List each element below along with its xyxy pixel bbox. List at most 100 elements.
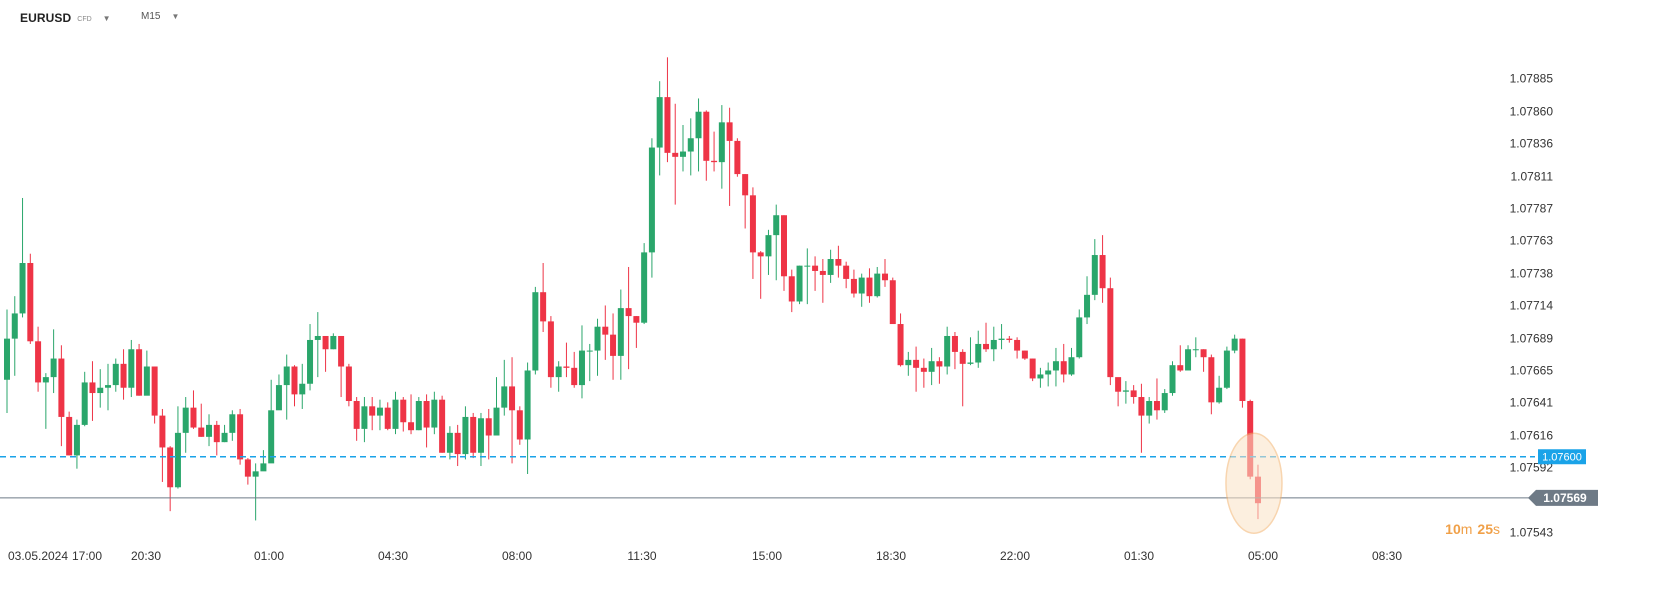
candle [167,446,174,512]
candle [307,324,314,391]
candle [633,316,640,348]
candle-body [314,335,321,340]
candle [159,408,166,482]
candle [27,253,34,344]
x-tick-label: 05:00 [1248,549,1278,563]
candle-body [151,366,158,416]
candle-body [89,382,96,394]
candle-body [392,399,399,429]
candle [19,197,26,318]
x-tick-label: 08:00 [502,549,532,563]
candle-body [889,280,896,325]
candle [1153,378,1160,420]
symbol-name: EURUSD [20,11,72,25]
candle-body [1185,349,1192,371]
candle [439,395,446,453]
x-tick-label: 01:30 [1124,549,1154,563]
candle-body [330,335,337,350]
candle-body [509,386,516,411]
y-tick-label: 1.07714 [1510,298,1554,312]
candle [959,349,966,407]
y-tick-label: 1.07689 [1510,332,1554,346]
candle-body [998,338,1005,340]
candle [400,397,407,432]
candle-body [788,276,795,302]
candle-body [198,427,205,437]
candle-body [322,335,329,350]
candle [1177,345,1184,372]
x-tick-label: 18:30 [876,549,906,563]
candle-body [594,326,601,351]
countdown-second-unit: s [1493,521,1500,537]
candle [97,369,104,408]
candle [928,347,935,386]
candle-body [672,152,679,157]
candle-body [4,338,10,380]
candle-body [1099,255,1106,289]
candle-body [804,265,811,267]
candle [773,204,780,281]
candle [625,266,632,370]
candle [796,265,803,305]
candle [1169,361,1176,396]
x-tick-label: 01:00 [254,549,284,563]
candle-countdown: 10m 25s [1445,521,1500,537]
candle-body [796,265,803,302]
candle-body [81,382,88,425]
candle-body [695,111,702,139]
candle-body [338,335,345,367]
candle [89,361,96,421]
candle-body [159,415,166,448]
candle-body [128,349,135,388]
candle [105,363,112,411]
candle [1231,334,1238,354]
candle [1122,381,1129,404]
candle-body [73,424,80,456]
x-axis[interactable]: 03.05.2024 17:00 20:30 01:00 04:30 08:00 11:30… [8,549,1402,563]
level-price-badge[interactable]: 1.07600 [1538,449,1586,465]
candle [1021,350,1028,360]
candle [229,410,236,441]
candle-body [1084,294,1091,318]
x-tick-label: 04:30 [378,549,408,563]
symbol-type: CFD [77,15,92,23]
y-axis[interactable]: 1.07885 1.07860 1.07836 1.07811 1.07787 1.077… [1510,72,1554,540]
candle [951,332,958,370]
candle [392,391,399,435]
candle [641,243,648,325]
candle [586,343,593,382]
candle [1208,354,1215,415]
candle-body [975,343,982,363]
candle [1192,337,1199,358]
symbol-selector[interactable]: EURUSD CFD ▼ [20,11,111,25]
candle-body [493,407,500,436]
candle [151,366,158,424]
candle-body [1153,401,1160,411]
candle-body [260,463,267,472]
candle-body [477,418,484,453]
candle-body [726,122,733,141]
candle [540,262,547,333]
candle [975,330,982,368]
candle-body [641,252,648,323]
candle [376,399,383,431]
candle-body [1192,349,1199,351]
candle [1146,397,1153,424]
candle-body [742,174,749,196]
candle [734,138,741,177]
candle-body [1146,401,1153,416]
candle-body [648,147,655,253]
candle [804,248,811,305]
candle-body [1177,365,1184,371]
timeframe-selector[interactable]: M15 ▼ [141,11,179,22]
candle [757,251,764,299]
candle [1037,367,1044,388]
candle-body [1060,361,1067,375]
candle [237,408,244,465]
candle [578,325,585,399]
candle [50,329,57,394]
countdown-minutes: 10 [1445,521,1461,537]
candle [260,450,267,472]
candle-body [703,111,710,161]
